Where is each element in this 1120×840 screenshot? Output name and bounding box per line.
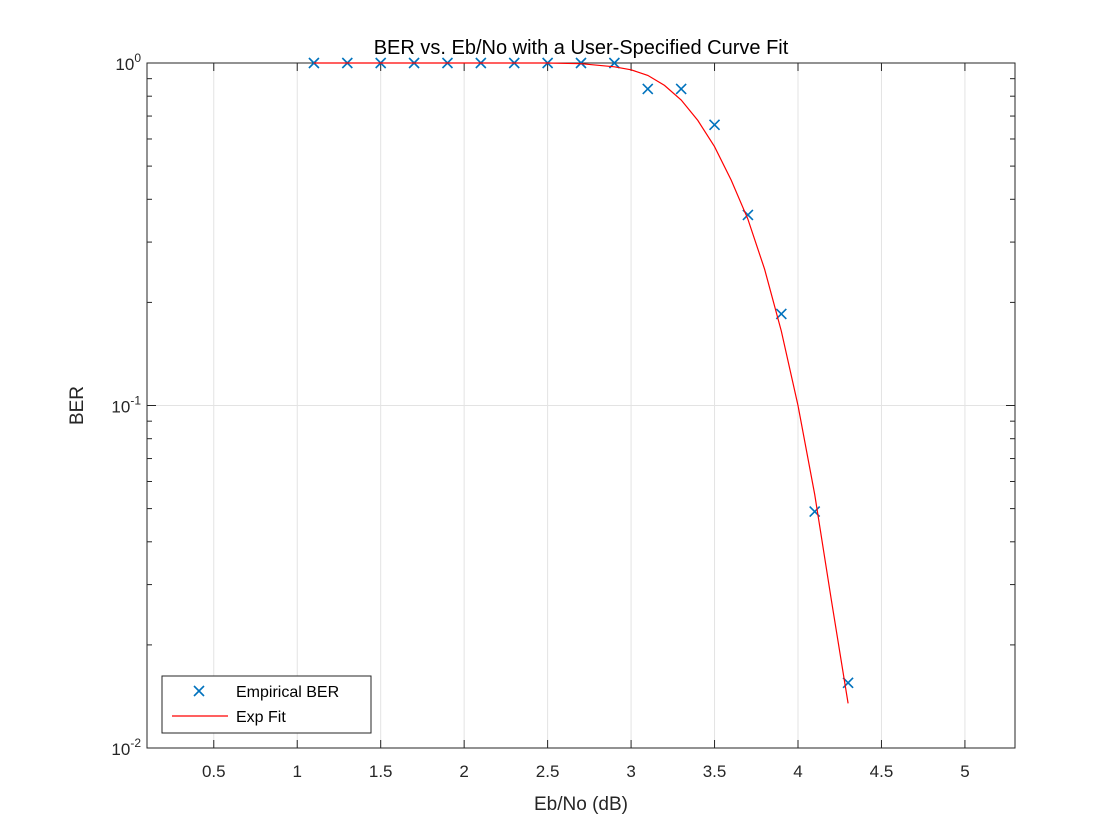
ticks: 0.5 1 1.5 2 2.5 3 3.5 4 4.5 5 10-2 10-1 100: [111, 51, 1015, 781]
x-tick-label: 1.5: [369, 762, 393, 781]
marker-stroke: [193, 685, 205, 697]
y-tick-label: 100: [115, 51, 141, 74]
x-tick-label: 0.5: [202, 762, 226, 781]
marker-stroke: [742, 209, 754, 221]
grid: [147, 63, 1015, 748]
x-tick-label: 4.5: [870, 762, 894, 781]
empirical-ber-point: [708, 119, 721, 131]
marker-stroke: [708, 119, 721, 131]
x-tick-label: 1: [292, 762, 301, 781]
legend-marker-empirical: [193, 685, 205, 697]
x-tick-label: 2: [459, 762, 468, 781]
legend-box: [161, 675, 372, 734]
legend[interactable]: Empirical BER Exp Fit: [161, 675, 372, 734]
empirical-ber-point: [575, 57, 587, 69]
empirical-ber-point: [642, 83, 654, 95]
legend-label-empirical: Empirical BER: [236, 684, 339, 701]
x-tick-label: 4: [793, 762, 802, 781]
exp-fit-line: [313, 62, 849, 704]
x-tick-label: 3: [626, 762, 635, 781]
marker-stroke: [642, 83, 654, 95]
x-tick-label: 5: [960, 762, 969, 781]
chart-title: BER vs. Eb/No with a User-Specified Curv…: [374, 37, 789, 59]
y-tick-label: 10-1: [111, 394, 141, 417]
x-tick-label: 2.5: [536, 762, 560, 781]
data-layer: [308, 57, 854, 704]
x-tick-label: 3.5: [703, 762, 727, 781]
legend-label-exp-fit: Exp Fit: [236, 709, 286, 726]
y-tick-label: 10-2: [111, 736, 141, 759]
empirical-ber-point: [675, 83, 687, 95]
marker-stroke: [809, 506, 821, 518]
marker-stroke: [675, 83, 687, 95]
y-axis-title: BER: [67, 386, 88, 425]
x-axis-title: Eb/No (dB): [534, 794, 628, 815]
marker-stroke: [575, 57, 587, 69]
